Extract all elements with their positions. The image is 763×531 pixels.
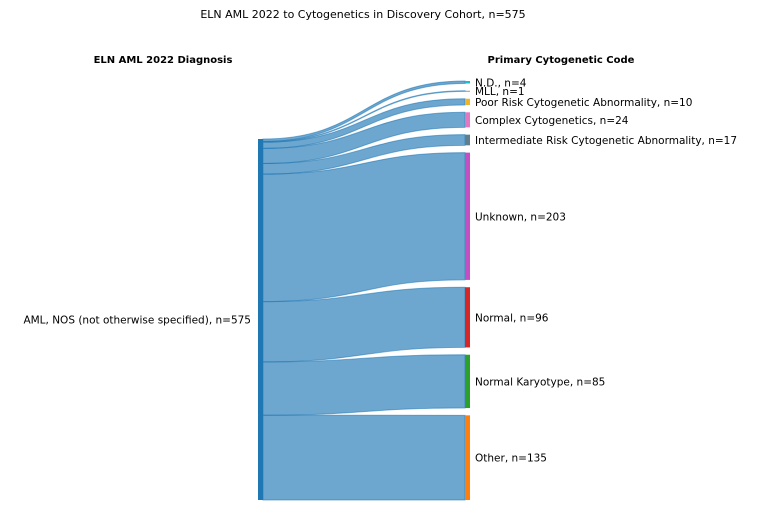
flow-link-unknown (262, 152, 466, 303)
target-label-poor-risk-cytogenetic-abnormality: Poor Risk Cytogenetic Abnormality, n=10 (475, 97, 692, 109)
target-node-poor-risk-cytogenetic-abnormality (465, 98, 470, 106)
target-node-mll (465, 90, 470, 92)
chart-title: ELN AML 2022 to Cytogenetics in Discover… (200, 8, 525, 21)
flow-link-poor-risk-cytogenetic-abnormality (262, 98, 466, 149)
target-label-unknown: Unknown, n=203 (475, 211, 566, 223)
target-label-other: Other, n=135 (475, 453, 547, 465)
target-node-unknown (465, 152, 470, 280)
target-label-normal-karyotype: Normal Karyotype, n=85 (475, 376, 605, 388)
source-node-label: AML, NOS (not otherwise specified), n=57… (23, 315, 251, 327)
node-labels: AML, NOS (not otherwise specified), n=57… (23, 77, 737, 464)
target-node-other (465, 415, 470, 500)
target-node-n-d (465, 81, 470, 84)
target-node-complex-cytogenetics (465, 112, 470, 128)
left-column-header: ELN AML 2022 Diagnosis (94, 55, 233, 66)
target-label-mll: MLL, n=1 (475, 86, 525, 98)
nodes (258, 81, 470, 500)
target-label-normal: Normal, n=96 (475, 312, 549, 324)
target-label-complex-cytogenetics: Complex Cytogenetics, n=24 (475, 115, 629, 127)
target-node-normal-karyotype (465, 354, 470, 409)
flow-link-normal-karyotype (262, 354, 466, 416)
target-node-intermediate-risk-cytogenetic-abnormality (465, 134, 470, 146)
source-node-aml-nos (258, 139, 263, 500)
target-node-normal (465, 287, 470, 348)
flow-links (262, 80, 466, 501)
flow-link-other (262, 414, 466, 501)
target-label-n-d: N.D., n=4 (475, 77, 527, 89)
right-column-header: Primary Cytogenetic Code (488, 55, 635, 66)
target-label-intermediate-risk-cytogenetic-abnormality: Intermediate Risk Cytogenetic Abnormalit… (475, 135, 737, 147)
